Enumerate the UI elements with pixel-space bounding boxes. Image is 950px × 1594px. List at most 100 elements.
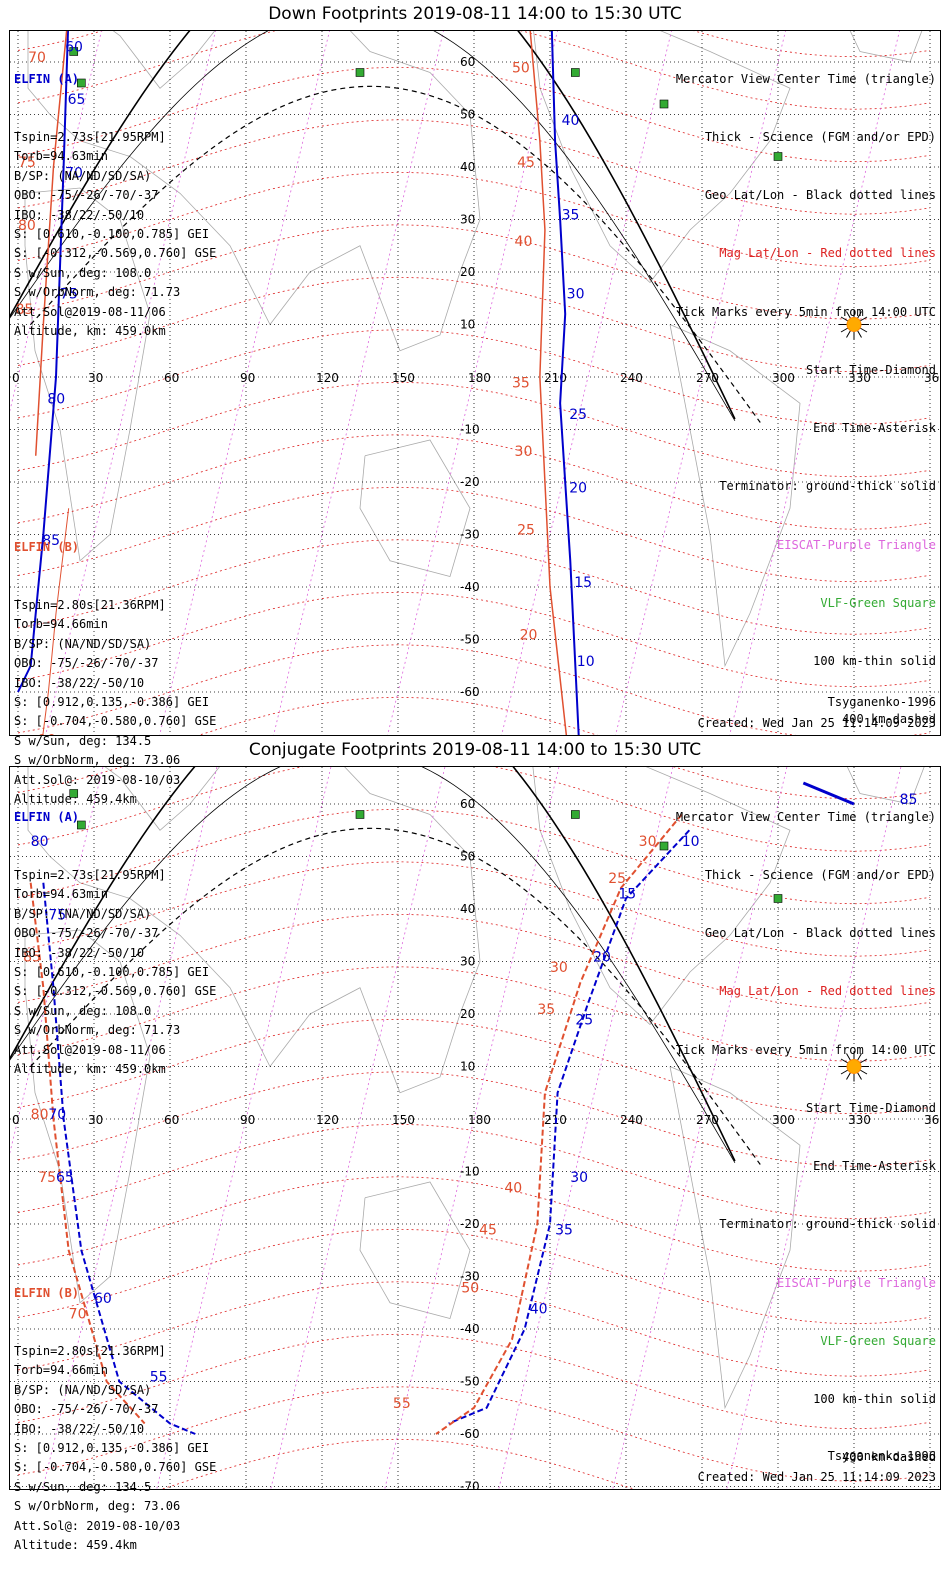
orbit-tracks: 4540353025201510556065707580855550454035… <box>15 31 595 736</box>
elfin-b-tick: 70 <box>28 50 46 66</box>
lat-tick-label: 20 <box>460 265 475 279</box>
lon-tick-label: 0 <box>12 1113 20 1127</box>
elfin-b-tick: 25 <box>608 871 626 887</box>
lat-tick-label: -30 <box>460 528 480 542</box>
info-line: OBO: -75/-26/-70/-37 <box>14 926 159 941</box>
vlf-square <box>77 78 86 88</box>
created-label: Created: Wed Jan 25 11:14:09 2023 <box>697 716 936 730</box>
info-line: B/SP: (NA/ND/SD/SA) <box>14 168 152 183</box>
elfin-b-tick: 85 <box>23 950 41 966</box>
info-line: S w/Sun, deg: 134.5 <box>14 1479 152 1494</box>
legend-line: 400 km-dashed <box>842 1450 936 1465</box>
info-line: S w/Sun, deg: 108.0 <box>14 265 152 280</box>
lat-tick-label: -50 <box>460 633 480 647</box>
elfin-b-label: ELFIN (B) <box>14 1285 80 1300</box>
info-line: S w/OrbNorm, deg: 71.73 <box>14 1023 181 1038</box>
elfin-b-tick: 10 <box>38 733 56 736</box>
vlf-square <box>355 810 365 819</box>
info-line: Altitude, km: 459.0km <box>14 1062 166 1077</box>
lat-tick-label: 10 <box>460 318 475 332</box>
elfin-a-tick: 35 <box>555 1223 573 1239</box>
landmass-outline <box>849 31 923 63</box>
lon-tick-label: 240 <box>620 371 643 385</box>
elfin-a-tick: 85 <box>900 792 918 808</box>
elfin-a-tick: 25 <box>569 407 587 423</box>
lon-tick-label: 120 <box>316 1113 339 1127</box>
info-line: IBO: -38/22/-50/10 <box>14 1421 145 1436</box>
elfin-b-tick: 30 <box>550 960 568 976</box>
info-line: OBO: -75/-26/-70/-37 <box>14 1402 159 1417</box>
axis-labels: 0306090120150180210240270300330360706050… <box>12 55 940 699</box>
lon-tick-label: 150 <box>392 1113 415 1127</box>
info-line: B/SP: (NA/ND/SD/SA) <box>14 1382 152 1397</box>
legend-line: End Time-Asterisk <box>813 421 936 436</box>
elfin-a-tick: 75 <box>48 908 66 924</box>
mag-meridian <box>156 767 332 1489</box>
elfin-b-track <box>42 508 70 735</box>
elfin-b-tick: 45 <box>517 155 535 171</box>
info-line: Altitude, km: 459.0km <box>14 324 166 339</box>
info-line: S w/OrbNorm, deg: 73.06 <box>14 753 181 768</box>
info-line: Torb=94.66min <box>14 1363 108 1378</box>
lon-tick-label: 210 <box>544 371 567 385</box>
vlf-square <box>571 810 580 819</box>
elfin-a-tick: 60 <box>94 1291 112 1307</box>
info-line: S: [-0.312,-0.569,0.760] GSE <box>14 246 217 261</box>
lon-tick-label: 180 <box>468 1113 491 1127</box>
elfin-a-tick: 65 <box>68 92 86 108</box>
elfin-a-tick: 20 <box>569 481 587 497</box>
elfin-b-tick: 30 <box>515 444 533 460</box>
conjugate-footprints-panel: 0306090120150180210240270300330360706050… <box>9 766 941 1552</box>
legend-line: Thick - Science (FGM and/or EPD) <box>704 130 936 145</box>
elfin-b-tick: 45 <box>479 1223 497 1239</box>
lat-tick-label: 40 <box>460 160 475 174</box>
mag-meridian <box>45 31 216 735</box>
panel-title: Down Footprints 2019-08-11 14:00 to 15:3… <box>268 4 682 24</box>
elfin-b-info: ELFIN (B) Tspin=2.80s[21.36RPM] Torb=94.6… <box>14 499 216 848</box>
elfin-a-tick: 80 <box>47 391 65 407</box>
info-line: S: [0.912,0.135,-0.386] GEI <box>14 1441 210 1456</box>
legend-line: 100 km-thin solid <box>813 1392 936 1406</box>
info-line: Altitude: 459.4km <box>14 792 137 807</box>
landmass-outline <box>669 324 801 668</box>
legend-line: Thick - Science (FGM and/or EPD) <box>704 868 936 883</box>
vlf-square <box>355 68 365 77</box>
elfin-a-tick: 80 <box>31 834 49 850</box>
lon-tick-label: 300 <box>772 371 795 385</box>
elfin-a-tick: 35 <box>562 208 580 224</box>
vlf-square <box>773 894 783 903</box>
continent-outlines <box>24 767 925 1410</box>
lat-tick-label: -20 <box>460 475 480 489</box>
info-line: OBO: -75/-26/-70/-37 <box>14 188 159 203</box>
info-line: IBO: -38/22/-50/10 <box>14 207 145 222</box>
elfin-a-tick: 20 <box>593 950 611 966</box>
terminator-ground <box>10 767 736 1162</box>
elfin-b-tick: 25 <box>517 523 535 539</box>
legend-line: Start Time-Diamond <box>805 362 936 377</box>
lon-tick-label: 240 <box>620 1113 643 1127</box>
lon-tick-label: 60 <box>164 1113 179 1127</box>
mag-meridian <box>726 767 902 1489</box>
info-line: IBO: -38/22/-50/10 <box>14 945 145 960</box>
lon-tick-label: 30 <box>88 1113 103 1127</box>
lat-tick-label: -70 <box>460 1480 480 1490</box>
mag-meridian <box>42 767 218 1489</box>
elfin-a-tick: 85 <box>42 533 60 549</box>
legend-line: Tick Marks every 5min from 14:00 UTC <box>675 1042 936 1057</box>
legend-line: Terminator: ground-thick solid <box>719 1217 936 1232</box>
elfin-a-tick: 10 <box>682 834 700 850</box>
elfin-a-info: ELFIN (A) Tspin=2.73s[21.95RPM] Torb=94.6… <box>14 31 216 380</box>
lat-tick-label: 10 <box>460 1060 475 1074</box>
footprint-map: 0306090120150180210240270300330360706050… <box>10 767 940 1489</box>
elfin-b-info: ELFIN (B) Tspin=2.80s[21.36RPM] Torb=94.6… <box>14 1245 216 1594</box>
panel-title: Conjugate Footprints 2019-08-11 14:00 to… <box>248 740 702 760</box>
terminator-ground <box>10 31 736 420</box>
elfin-b-track <box>34 31 68 456</box>
elfin-b-tick: 80 <box>31 1107 49 1123</box>
elfin-b-tick: 80 <box>18 218 36 234</box>
lat-tick-label: -10 <box>460 1165 480 1179</box>
elfin-b-tick: 50 <box>512 61 530 77</box>
lat-tick-label: 50 <box>460 108 475 122</box>
legend-line: Mag Lat/Lon - Red dotted lines <box>719 984 936 999</box>
lon-tick-label: 120 <box>316 371 339 385</box>
